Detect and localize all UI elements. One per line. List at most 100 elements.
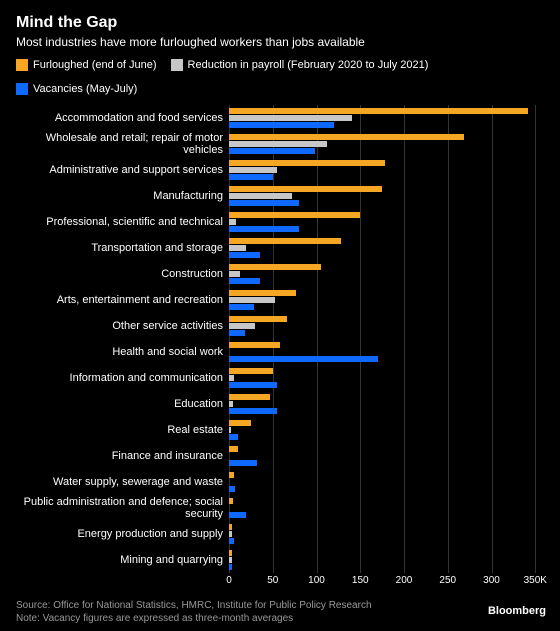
bar-furloughed	[229, 342, 280, 348]
bar-reduction	[229, 427, 231, 433]
bar-reduction	[229, 323, 255, 329]
bar-vacancies	[229, 382, 277, 388]
bar-furloughed	[229, 108, 528, 114]
bar-group	[229, 495, 544, 521]
bar-furloughed	[229, 368, 273, 374]
bar-furloughed	[229, 446, 238, 452]
bar-vacancies	[229, 330, 245, 336]
category-label: Water supply, sewerage and waste	[16, 476, 229, 488]
bar-furloughed	[229, 160, 385, 166]
bar-vacancies	[229, 174, 273, 180]
bar-reduction	[229, 271, 240, 277]
bar-furloughed	[229, 134, 464, 140]
axis-tick: 350K	[524, 575, 547, 586]
bar-vacancies	[229, 486, 235, 492]
bar-group	[229, 417, 544, 443]
bar-group	[229, 183, 544, 209]
bar-reduction	[229, 401, 233, 407]
legend-label: Reduction in payroll (February 2020 to J…	[188, 59, 429, 71]
chart-row: Mining and quarrying	[16, 547, 544, 573]
category-label: Energy production and supply	[16, 528, 229, 540]
category-label: Mining and quarrying	[16, 554, 229, 566]
legend-item: Furloughed (end of June)	[16, 59, 157, 71]
axis-tick: 0	[226, 575, 232, 586]
chart-row: Accommodation and food services	[16, 105, 544, 131]
category-label: Arts, entertainment and recreation	[16, 294, 229, 306]
bar-reduction	[229, 219, 236, 225]
bar-reduction	[229, 141, 327, 147]
chart-row: Real estate	[16, 417, 544, 443]
bar-vacancies	[229, 122, 334, 128]
bar-vacancies	[229, 278, 260, 284]
legend-swatch	[16, 83, 28, 95]
category-label: Real estate	[16, 424, 229, 436]
axis-tick: 150	[352, 575, 369, 586]
bar-vacancies	[229, 226, 299, 232]
chart-row: Wholesale and retail; repair of motor ve…	[16, 131, 544, 157]
chart-row: Energy production and supply	[16, 521, 544, 547]
chart-subtitle: Most industries have more furloughed wor…	[16, 35, 544, 49]
legend-swatch	[171, 59, 183, 71]
chart-row: Transportation and storage	[16, 235, 544, 261]
bar-vacancies	[229, 434, 238, 440]
chart-row: Water supply, sewerage and waste	[16, 469, 544, 495]
category-label: Health and social work	[16, 346, 229, 358]
legend: Furloughed (end of June) Reduction in pay…	[16, 59, 544, 95]
bar-reduction	[229, 167, 277, 173]
bar-furloughed	[229, 498, 233, 504]
bar-furloughed	[229, 290, 296, 296]
bar-group	[229, 235, 544, 261]
chart-row: Administrative and support services	[16, 157, 544, 183]
note-text: Note: Vacancy figures are expressed as t…	[16, 612, 544, 625]
bar-group	[229, 209, 544, 235]
axis-tick: 300	[483, 575, 500, 586]
legend-label: Vacancies (May-July)	[33, 83, 137, 95]
chart-area: Accommodation and food servicesWholesale…	[16, 105, 544, 591]
category-label: Education	[16, 398, 229, 410]
bar-vacancies	[229, 200, 299, 206]
chart-row: Construction	[16, 261, 544, 287]
bar-furloughed	[229, 186, 382, 192]
chart-title: Mind the Gap	[16, 14, 544, 32]
bar-furloughed	[229, 472, 234, 478]
bar-reduction	[229, 557, 232, 563]
axis-tick: 50	[267, 575, 278, 586]
bar-group	[229, 313, 544, 339]
legend-label: Furloughed (end of June)	[33, 59, 157, 71]
bar-vacancies	[229, 304, 254, 310]
chart-row: Information and communication	[16, 365, 544, 391]
x-axis: 0 50 100 150 200 250 300 350K	[229, 573, 544, 591]
legend-swatch	[16, 59, 28, 71]
chart-row: Health and social work	[16, 339, 544, 365]
bar-vacancies	[229, 408, 277, 414]
bar-reduction	[229, 115, 352, 121]
axis-tick: 250	[439, 575, 456, 586]
branding-label: Bloomberg	[488, 605, 546, 617]
legend-item: Vacancies (May-July)	[16, 83, 137, 95]
category-label: Construction	[16, 268, 229, 280]
axis-tick: 200	[396, 575, 413, 586]
bar-vacancies	[229, 252, 260, 258]
bar-furloughed	[229, 264, 321, 270]
category-label: Wholesale and retail; repair of motor ve…	[16, 132, 229, 156]
bar-furloughed	[229, 420, 251, 426]
category-label: Information and communication	[16, 372, 229, 384]
chart-row: Education	[16, 391, 544, 417]
category-label: Professional, scientific and technical	[16, 216, 229, 228]
bar-reduction	[229, 245, 246, 251]
category-label: Other service activities	[16, 320, 229, 332]
bar-reduction	[229, 193, 292, 199]
chart-row: Public administration and defence; socia…	[16, 495, 544, 521]
bar-furloughed	[229, 524, 232, 530]
chart-row: Manufacturing	[16, 183, 544, 209]
bar-furloughed	[229, 212, 360, 218]
category-label: Manufacturing	[16, 190, 229, 202]
bar-group	[229, 391, 544, 417]
chart-row: Professional, scientific and technical	[16, 209, 544, 235]
category-label: Administrative and support services	[16, 164, 229, 176]
axis-tick: 100	[308, 575, 325, 586]
chart-rows: Accommodation and food servicesWholesale…	[16, 105, 544, 573]
bar-group	[229, 287, 544, 313]
bar-vacancies	[229, 564, 232, 570]
bar-vacancies	[229, 538, 234, 544]
